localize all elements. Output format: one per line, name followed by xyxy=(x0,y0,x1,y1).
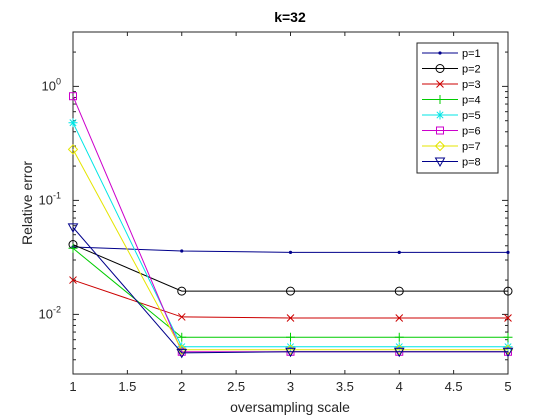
legend-label: p=5 xyxy=(462,110,481,122)
series-p-4 xyxy=(68,243,513,342)
data-point xyxy=(288,250,293,254)
data-point xyxy=(397,250,401,254)
data-point xyxy=(395,314,404,322)
data-point xyxy=(68,243,78,253)
x-tick-label: 2 xyxy=(178,379,185,394)
x-tick-label: 1 xyxy=(69,379,76,394)
legend-marker xyxy=(438,51,442,55)
legend-marker xyxy=(436,126,444,135)
data-point xyxy=(286,314,295,322)
x-tick-label: 2.5 xyxy=(227,379,245,394)
legend-entry: p=4 xyxy=(422,95,481,107)
data-point xyxy=(286,332,295,342)
legend-label: p=7 xyxy=(462,141,481,153)
legend: p=1 p=2 p=3 p=4 p=5 p=6 p=7 p=8 xyxy=(416,42,499,174)
series-p-5 xyxy=(68,118,513,352)
data-point xyxy=(180,249,184,253)
series-line xyxy=(72,227,508,354)
legend-marker xyxy=(435,95,445,104)
series-p-2 xyxy=(68,240,513,296)
data-point xyxy=(69,276,77,284)
legend-entry: p=2 xyxy=(422,64,481,76)
legend-entry: p=6 xyxy=(422,126,481,138)
data-point xyxy=(503,342,513,352)
data-point xyxy=(68,118,78,128)
legend-marker xyxy=(435,64,445,73)
legend-entry: p=3 xyxy=(422,79,481,91)
data-point xyxy=(177,332,187,342)
data-point xyxy=(503,286,513,296)
legend-label: p=2 xyxy=(462,64,481,76)
data-point xyxy=(177,313,186,321)
data-point xyxy=(285,347,296,358)
x-tick-label: 3.5 xyxy=(336,379,354,394)
x-tick-label: 1.5 xyxy=(118,379,136,394)
legend-entry: p=8 xyxy=(422,157,481,169)
legend-marker xyxy=(434,157,446,168)
data-point xyxy=(503,332,513,342)
data-point xyxy=(394,342,404,352)
x-axis-label: oversampling scale xyxy=(230,399,350,415)
data-point xyxy=(506,250,510,254)
data-point xyxy=(286,286,295,296)
y-axis-label: Relative error xyxy=(19,161,35,245)
chart-title: k=32 xyxy=(274,9,306,25)
legend-label: p=4 xyxy=(462,95,481,107)
legend-label: p=1 xyxy=(462,48,481,60)
legend-marker xyxy=(434,140,446,152)
x-tick-label: 3 xyxy=(287,379,294,394)
series-line xyxy=(72,149,508,351)
series-p-8 xyxy=(67,223,514,359)
legend-label: p=8 xyxy=(462,157,481,169)
data-point xyxy=(67,223,79,233)
data-point xyxy=(177,286,187,296)
data-point xyxy=(394,332,404,342)
series-p-3 xyxy=(69,276,512,322)
legend-box xyxy=(416,42,499,174)
legend-entry: p=1 xyxy=(422,48,481,60)
data-point xyxy=(176,348,188,359)
x-tick-label: 4 xyxy=(396,379,403,394)
data-point xyxy=(286,342,295,352)
x-tick-label: 4.5 xyxy=(445,379,463,394)
data-point xyxy=(504,314,512,322)
data-point xyxy=(394,286,404,296)
data-point xyxy=(67,144,79,155)
data-point xyxy=(177,342,187,352)
series-layer xyxy=(67,92,514,359)
data-point xyxy=(176,344,187,355)
legend-marker xyxy=(436,80,444,88)
x-tick-label: 5 xyxy=(504,379,511,394)
legend-label: p=3 xyxy=(462,79,481,91)
legend-label: p=6 xyxy=(462,126,481,138)
series-line xyxy=(72,244,508,292)
data-point xyxy=(393,347,405,358)
legend-entry: p=5 xyxy=(422,110,481,122)
data-point xyxy=(502,347,514,358)
legend-marker xyxy=(435,110,445,120)
data-point xyxy=(69,92,77,101)
legend-entry: p=7 xyxy=(422,140,481,153)
